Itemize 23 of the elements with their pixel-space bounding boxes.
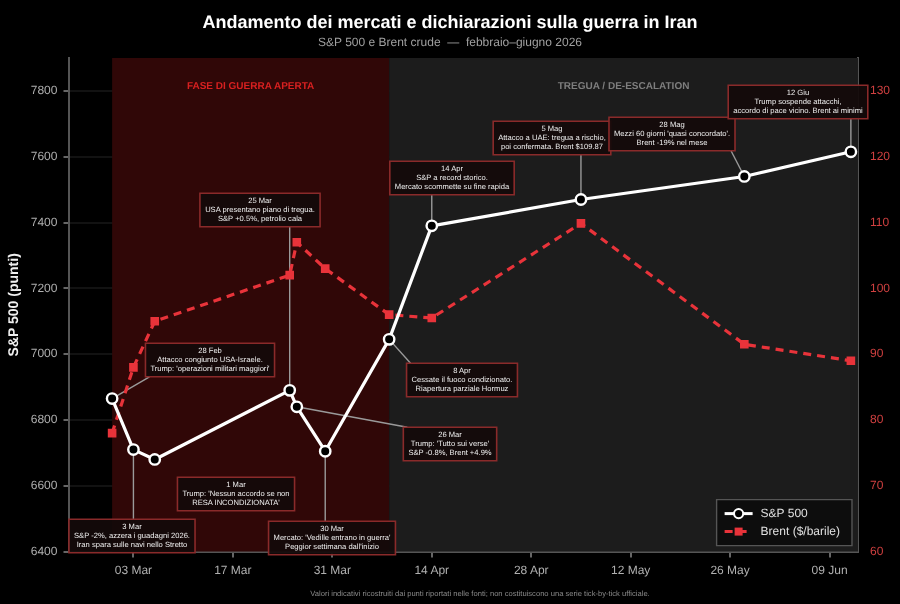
point [318,444,332,458]
point [382,332,396,346]
point [290,400,304,414]
point [576,219,586,228]
point [105,392,119,405]
point [737,170,751,183]
point [285,270,295,280]
chart-title: Andamento dei mercati e dichiarazioni sulla guerra in Iran [202,11,698,32]
point [320,264,330,273]
point [283,383,297,397]
point [425,219,439,233]
point [129,363,138,372]
point [150,316,160,326]
point [107,428,117,438]
point [427,313,437,323]
point [846,356,856,366]
point [574,193,588,206]
point [844,145,858,159]
point [127,443,140,456]
point [148,453,162,466]
point [740,339,749,349]
point [384,310,394,319]
point [292,237,302,247]
